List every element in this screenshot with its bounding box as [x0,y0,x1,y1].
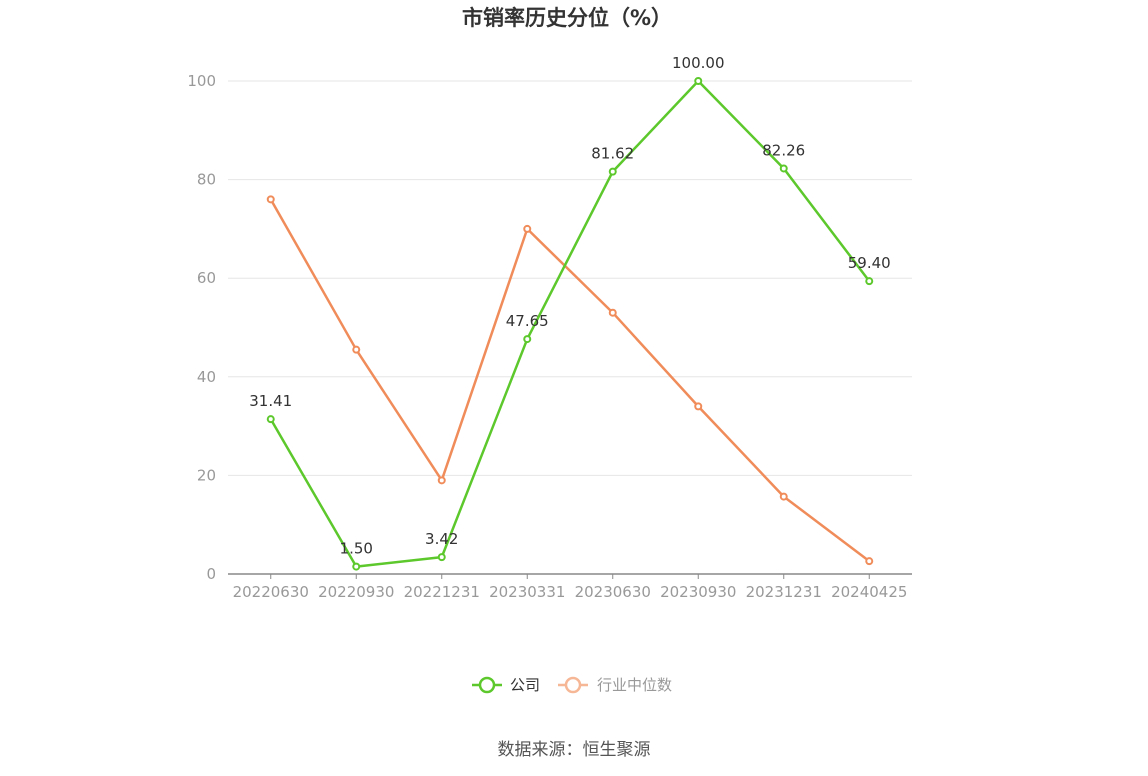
data-point [608,308,617,317]
y-axis-ticks: 0 20 40 60 80 100 [187,72,216,583]
x-tick-label: 20231231 [746,583,822,601]
data-labels: 31.41 1.50 3.42 47.65 81.62 100.00 82.26 59.40 [249,54,890,558]
y-tick-label: 20 [197,466,216,484]
data-point [608,167,617,176]
x-axis: 20220630 20220930 20221231 20230331 20230630… [228,573,912,601]
data-point [437,476,446,485]
legend-marker-0 [478,676,496,694]
data-point [352,562,361,571]
data-label: 82.26 [762,141,805,159]
x-tick-label: 20220930 [318,583,394,601]
data-label: 59.40 [848,254,891,272]
data-label: 47.65 [506,312,549,330]
x-tick-label: 20230930 [660,583,736,601]
data-point [352,345,361,354]
data-label: 31.41 [249,392,292,410]
legend-label-0[interactable]: 公司 [510,676,540,694]
x-tick-label: 20240425 [831,583,907,601]
data-label: 1.50 [340,540,373,558]
y-tick-label: 60 [197,269,216,287]
y-tick-label: 40 [197,368,216,386]
y-tick-label: 0 [206,565,216,583]
legend[interactable]: 公司 行业中位数 [472,676,672,694]
data-point [266,415,275,424]
y-tick-label: 100 [187,72,216,90]
data-label: 100.00 [672,54,725,72]
source-note: 数据来源：恒生聚源 [498,740,651,760]
data-point [865,557,874,566]
data-point [779,492,788,501]
grid-lines [228,80,912,476]
data-point [694,402,703,411]
data-point [694,77,703,85]
x-tick-label: 20230331 [489,583,565,601]
series-line-1 [269,198,871,563]
x-tick-label: 20220630 [233,583,309,601]
legend-marker-1 [564,676,582,694]
chart-title: 市销率历史分位（%） [462,6,672,30]
data-point [437,553,446,562]
series-line-0 [269,79,871,568]
data-label: 81.62 [591,145,634,163]
data-point [523,335,532,344]
y-tick-label: 80 [197,171,216,189]
data-point [865,277,874,286]
data-point [779,164,788,173]
series-layer [266,77,874,571]
x-tick-label: 20230630 [575,583,651,601]
x-tick-label: 20221231 [404,583,480,601]
data-point [266,195,275,204]
data-label: 3.42 [425,530,458,548]
legend-label-1[interactable]: 行业中位数 [597,676,672,694]
data-point [523,224,532,233]
